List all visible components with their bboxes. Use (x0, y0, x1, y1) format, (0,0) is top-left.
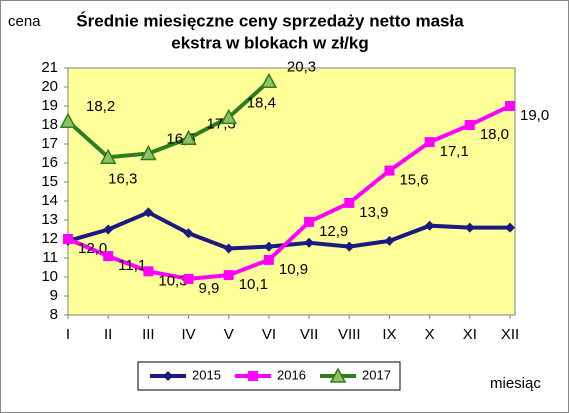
y-tick-label: 17 (41, 135, 58, 152)
x-tick-label: I (66, 326, 70, 343)
data-point (59, 112, 77, 128)
legend-marker (329, 367, 347, 383)
data-point (384, 235, 395, 246)
plot-area (67, 67, 516, 316)
data-point (384, 165, 395, 176)
data-label: 12,9 (319, 223, 348, 240)
y-tick-label: 18 (41, 116, 58, 133)
x-tick-label: III (142, 326, 155, 343)
x-tick-label: IV (181, 326, 195, 343)
data-point (260, 72, 278, 89)
data-point (424, 220, 435, 231)
legend-label: 2017 (362, 367, 391, 382)
data-point (143, 207, 154, 218)
y-tick-label: 9 (50, 287, 58, 304)
data-label: 18,4 (247, 94, 276, 111)
legend-marker (163, 371, 173, 381)
data-label: 10,9 (279, 261, 308, 278)
x-axis-label: miesiąc (490, 375, 541, 392)
data-point (263, 241, 274, 252)
y-axis-label: cena (8, 13, 41, 30)
data-point (183, 228, 194, 239)
y-tick-label: 13 (41, 211, 58, 228)
x-tick-label: XI (463, 326, 477, 343)
data-point (143, 266, 154, 277)
data-label: 17,1 (440, 143, 469, 160)
data-point (223, 243, 234, 254)
data-point (103, 251, 114, 262)
x-tick-label: V (224, 326, 234, 343)
data-point (180, 129, 197, 146)
y-tick-label: 14 (41, 192, 58, 209)
data-label: 9,9 (199, 280, 220, 297)
data-label: 18,0 (480, 126, 509, 143)
data-label: 15,6 (399, 172, 428, 189)
data-point (263, 254, 274, 265)
y-tick-label: 11 (42, 249, 58, 266)
y-tick-label: 12 (41, 230, 58, 247)
series-line (66, 79, 271, 160)
data-point (505, 222, 515, 233)
y-tick-label: 10 (41, 268, 58, 285)
x-tick-label: VI (262, 326, 276, 343)
x-tick-label: XII (501, 326, 519, 343)
data-point (464, 120, 475, 130)
data-point (464, 222, 475, 233)
data-label: 19,0 (520, 107, 549, 124)
data-point (304, 216, 315, 227)
data-label: 13,9 (359, 204, 388, 221)
data-point (99, 148, 117, 165)
data-label: 16,3 (108, 170, 137, 187)
data-point (344, 241, 355, 252)
data-point (183, 273, 194, 284)
data-point (223, 270, 234, 281)
data-point (424, 137, 435, 148)
x-tick-label: II (104, 326, 112, 343)
chart-title: Średnie miesięczne ceny sprzedaży netto … (76, 11, 464, 30)
x-tick-label: X (425, 326, 435, 343)
data-point (103, 224, 114, 235)
data-point (344, 197, 355, 208)
chart-title: ekstra w blokach w zł/kg (171, 33, 368, 52)
data-point (505, 101, 515, 111)
legend-marker (248, 371, 258, 381)
y-tick-label: 16 (41, 154, 58, 171)
data-point (63, 234, 73, 244)
y-tick-label: 19 (41, 97, 58, 114)
data-point (220, 108, 237, 125)
data-label: 20,3 (287, 58, 316, 75)
data-label: 11,1 (118, 257, 146, 274)
x-tick-label: IX (382, 326, 396, 343)
data-label: 10,3 (158, 272, 187, 289)
data-label: 12,0 (78, 240, 107, 257)
legend-label: 2016 (277, 367, 306, 382)
series-line (67, 210, 510, 251)
data-label: 10,1 (239, 276, 268, 293)
series-line (67, 104, 511, 281)
x-tick-label: VII (300, 326, 318, 343)
y-tick-label: 15 (41, 173, 58, 190)
legend-label: 2015 (192, 367, 221, 382)
data-label: 18,2 (86, 98, 115, 115)
y-tick-label: 8 (50, 306, 58, 323)
data-point (140, 144, 157, 161)
x-tick-label: VIII (338, 326, 361, 343)
y-tick-label: 20 (41, 78, 58, 95)
y-tick-label: 21 (41, 59, 58, 76)
data-point (304, 237, 315, 248)
